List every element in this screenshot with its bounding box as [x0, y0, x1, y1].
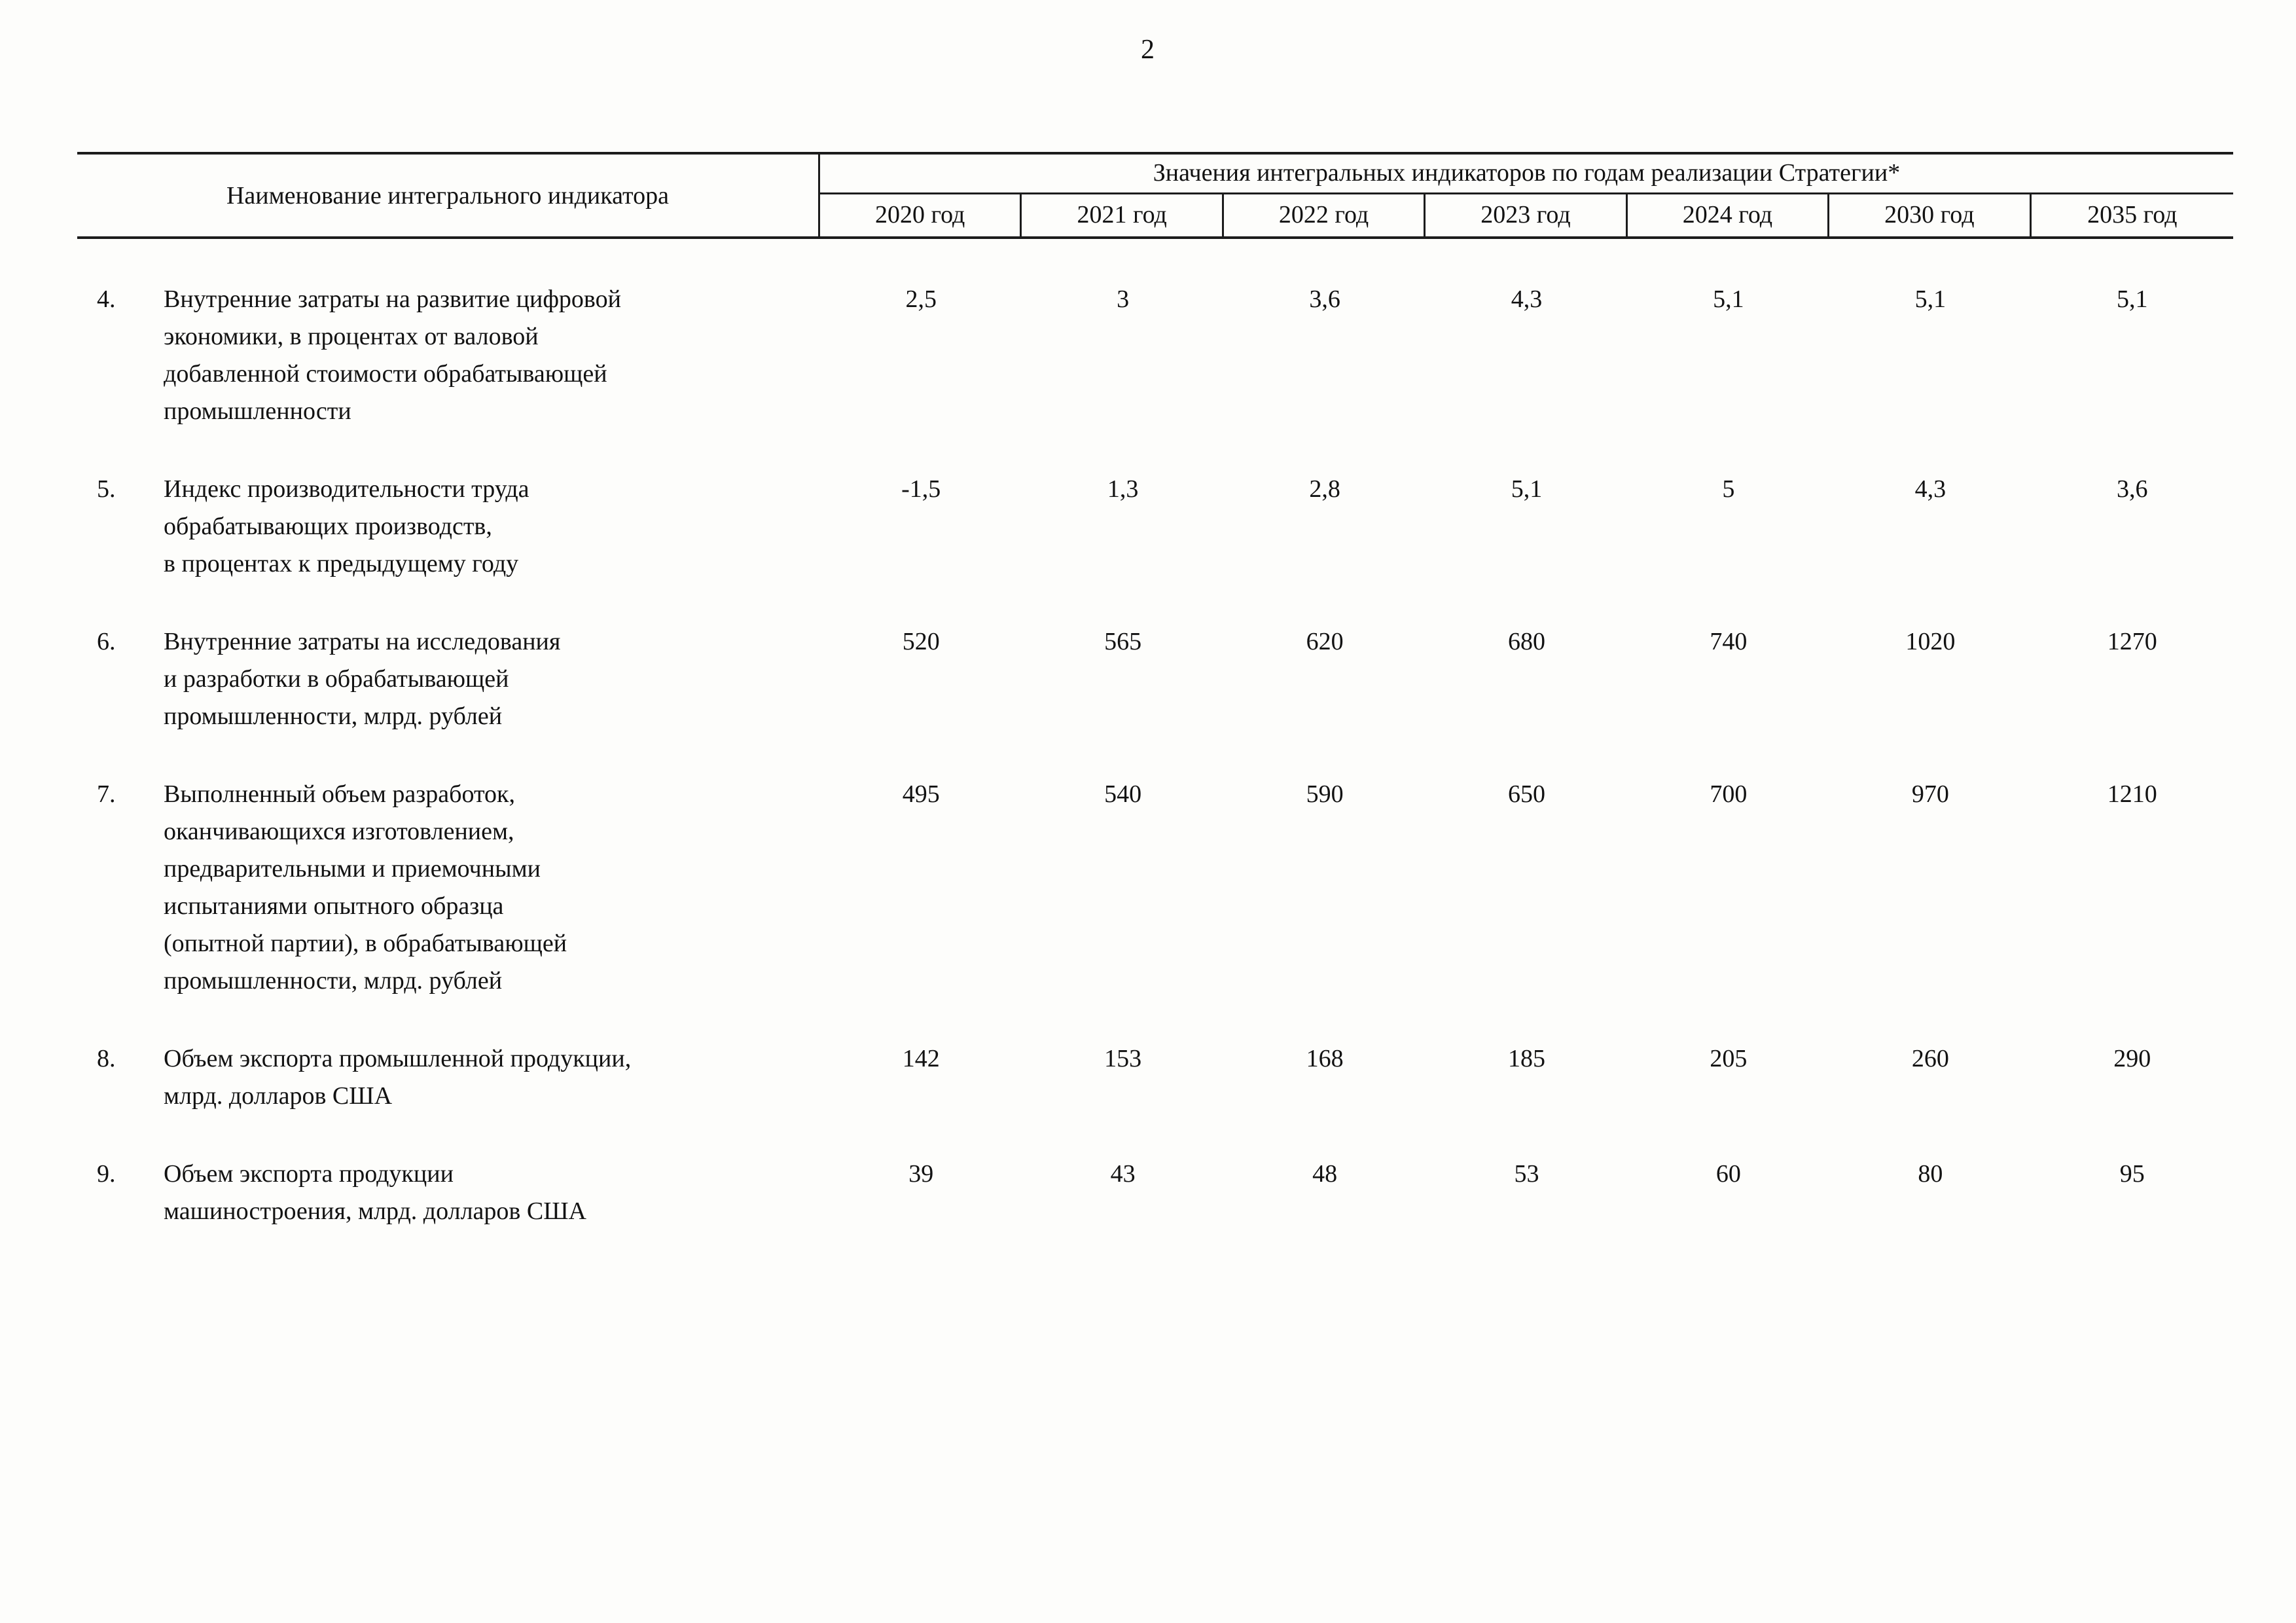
- indicator-value: 970: [1911, 780, 1949, 808]
- indicator-value: 60: [1715, 1160, 1741, 1188]
- indicator-name: Объем экспорта промышленной продукции, м…: [164, 1045, 632, 1110]
- indicator-value: 290: [2113, 1045, 2151, 1072]
- indicator-name: Внутренние затраты на исследования и раз…: [164, 628, 561, 730]
- indicator-value: 4,3: [1914, 475, 1946, 503]
- table-row: 8. Объем экспорта промышленной продукции,…: [77, 1040, 2233, 1115]
- indicator-value: 740: [1710, 628, 1748, 655]
- year-header: 2023 год: [1426, 194, 1628, 236]
- indicators-table: Наименование интегрального индикатора Зн…: [77, 152, 2233, 1271]
- row-number: 6.: [97, 628, 116, 655]
- indicator-name: Выполненный объем разработок, оканчивающ…: [164, 780, 567, 994]
- indicator-value: 4,3: [1511, 285, 1543, 313]
- year-header: 2022 год: [1224, 194, 1426, 236]
- indicator-value: 650: [1507, 780, 1545, 808]
- indicator-value: 700: [1710, 780, 1748, 808]
- indicator-value: 48: [1312, 1160, 1338, 1188]
- indicator-value: 590: [1306, 780, 1344, 808]
- year-header: 2035 год: [2087, 201, 2178, 228]
- indicator-value: 53: [1514, 1160, 1539, 1188]
- indicator-value: 495: [902, 780, 940, 808]
- row-number: 5.: [97, 475, 116, 503]
- table-header: Наименование интегрального индикатора Зн…: [77, 152, 2233, 239]
- indicator-value: 540: [1104, 780, 1142, 808]
- indicator-value: 1270: [2107, 628, 2157, 655]
- table-row: 6. Внутренние затраты на исследования и р…: [77, 623, 2233, 735]
- values-header: Значения интегральных индикаторов по год…: [820, 155, 2233, 194]
- indicator-value: 5,1: [1511, 475, 1543, 503]
- year-header: 2021 год: [1022, 194, 1224, 236]
- year-header: 2024 год: [1628, 194, 1830, 236]
- row-number: 8.: [97, 1045, 116, 1072]
- row-number: 4.: [97, 285, 116, 313]
- indicator-value: 43: [1110, 1160, 1136, 1188]
- indicator-value: 520: [902, 628, 940, 655]
- indicator-value: 680: [1507, 628, 1545, 655]
- indicator-value: 3,6: [2117, 475, 2148, 503]
- year-header: 2030 год: [1829, 194, 2032, 236]
- indicator-name-header: Наименование интегрального индикатора: [77, 155, 820, 236]
- indicator-value: 565: [1104, 628, 1142, 655]
- indicator-value: 95: [2119, 1160, 2145, 1188]
- row-number: 9.: [97, 1160, 116, 1188]
- table-row: 7. Выполненный объем разработок, оканчива…: [77, 776, 2233, 1000]
- indicator-value: 620: [1306, 628, 1344, 655]
- indicator-value: 3: [1117, 285, 1130, 313]
- indicator-value: 1210: [2107, 780, 2157, 808]
- indicator-value: 3,6: [1309, 285, 1340, 313]
- indicator-value: 205: [1710, 1045, 1748, 1072]
- indicator-value: 153: [1104, 1045, 1142, 1072]
- indicator-value: 1020: [1905, 628, 1956, 655]
- year-header: 2020 год: [820, 194, 1022, 236]
- indicator-value: 5,1: [1713, 285, 1744, 313]
- indicator-value: 2,8: [1309, 475, 1340, 503]
- indicator-value: 1,3: [1107, 475, 1139, 503]
- indicator-value: 168: [1306, 1045, 1344, 1072]
- indicator-value: 5: [1722, 475, 1735, 503]
- indicator-name: Объем экспорта продукции машиностроения,…: [164, 1160, 586, 1225]
- indicator-value: 39: [908, 1160, 934, 1188]
- indicator-value: -1,5: [901, 475, 941, 503]
- row-number: 7.: [97, 780, 116, 808]
- page-number: 2: [1141, 35, 1155, 65]
- indicator-value: 185: [1507, 1045, 1545, 1072]
- indicator-value: 2,5: [905, 285, 937, 313]
- indicator-value: 142: [902, 1045, 940, 1072]
- table-row: 9. Объем экспорта продукции машиностроени…: [77, 1156, 2233, 1230]
- indicator-value: 5,1: [1914, 285, 1946, 313]
- table-body: 4. Внутренние затраты на развитие цифрово…: [77, 281, 2233, 1230]
- indicator-value: 260: [1911, 1045, 1949, 1072]
- indicator-name: Индекс производительности труда обрабаты…: [164, 475, 529, 577]
- table-row: 5. Индекс производительности труда обраба…: [77, 471, 2233, 583]
- indicator-value: 80: [1918, 1160, 1943, 1188]
- table-row: 4. Внутренние затраты на развитие цифрово…: [77, 281, 2233, 430]
- indicator-name: Внутренние затраты на развитие цифровой …: [164, 285, 621, 425]
- indicator-value: 5,1: [2117, 285, 2148, 313]
